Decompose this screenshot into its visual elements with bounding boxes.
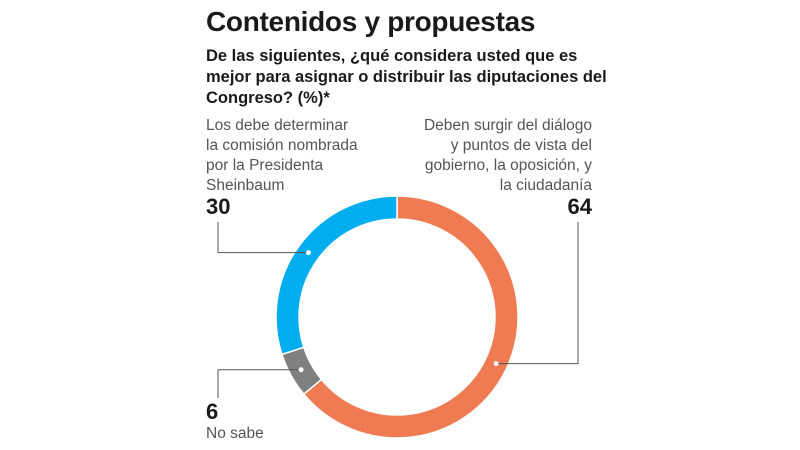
label-dialogo-line-3: gobierno, la oposición, y bbox=[424, 157, 592, 174]
chart-subtitle: De las siguientes, ¿qué considera usted … bbox=[206, 47, 607, 107]
slice-comision bbox=[275, 195, 398, 356]
value-no-sabe: 6 bbox=[206, 399, 219, 424]
label-comision-line-1: Los debe determinar bbox=[206, 117, 349, 134]
donut-slices bbox=[275, 195, 519, 439]
value-dialogo: 64 bbox=[567, 194, 592, 219]
label-dialogo-line-2: y puntos de vista del bbox=[450, 137, 592, 154]
chart-title: Contenidos y propuestas bbox=[206, 6, 536, 37]
leader-dialogo-dot bbox=[493, 361, 499, 367]
label-comision: Los debe determinar la comisión nombrada… bbox=[206, 116, 406, 196]
label-comision-line-4: Sheinbaum bbox=[206, 177, 285, 194]
leader-no-sabe-dot bbox=[298, 367, 304, 373]
label-dialogo: Deben surgir del diálogo y puntos de vis… bbox=[372, 116, 592, 196]
slice-dialogo bbox=[302, 195, 519, 439]
leader-comision-line bbox=[217, 222, 309, 254]
label-dialogo-line-4: la ciudadanía bbox=[499, 177, 592, 194]
label-comision-line-2: la comisión nombrada bbox=[206, 137, 358, 154]
label-no-sabe: No sabe bbox=[206, 425, 264, 442]
leader-dialogo-line bbox=[496, 222, 579, 365]
label-dialogo-line-1: Deben surgir del diálogo bbox=[423, 117, 592, 134]
value-comision: 30 bbox=[206, 194, 231, 219]
leader-comision-dot bbox=[305, 250, 311, 256]
leader-lines bbox=[217, 222, 579, 398]
label-comision-line-3: por la Presidenta bbox=[206, 157, 324, 174]
leader-no-sabe-line bbox=[217, 369, 302, 398]
